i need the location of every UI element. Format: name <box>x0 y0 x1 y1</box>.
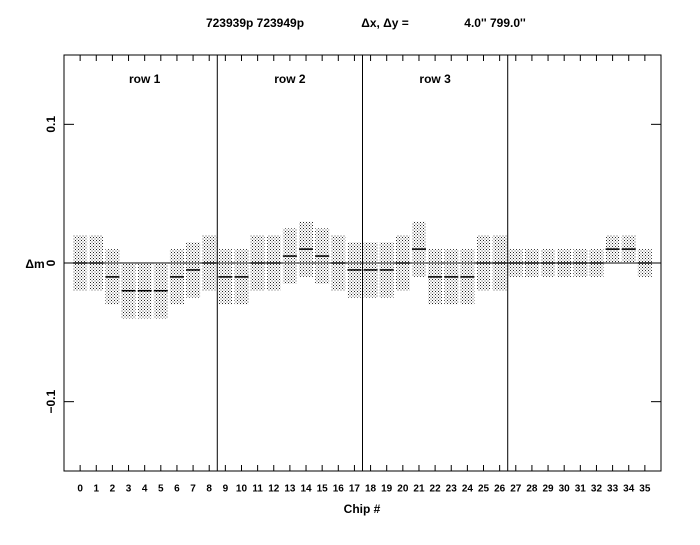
x-tick-label: 34 <box>623 484 635 495</box>
x-tick-label: 31 <box>575 484 587 495</box>
x-tick-label: 2 <box>110 484 116 495</box>
x-tick-label: 3 <box>126 484 132 495</box>
x-tick-label: 9 <box>223 484 229 495</box>
offset-label: Δx, Δy = <box>361 16 409 30</box>
x-tick-label: 30 <box>559 484 571 495</box>
x-tick-label: 32 <box>591 484 603 495</box>
x-tick-label: 6 <box>174 484 180 495</box>
x-tick-label: 25 <box>478 484 490 495</box>
frames: 723939p 723949p <box>206 16 304 30</box>
x-tick-label: 1 <box>93 484 99 495</box>
y-axis-label: Δm <box>25 257 44 271</box>
x-tick-label: 0 <box>77 484 83 495</box>
x-tick-label: 12 <box>268 484 280 495</box>
x-tick-label: 17 <box>349 484 361 495</box>
x-tick-label: 19 <box>381 484 393 495</box>
x-tick-label: 18 <box>365 484 377 495</box>
offset-values: 4.0'' 799.0'' <box>464 16 526 30</box>
x-tick-label: 14 <box>300 484 312 495</box>
x-tick-label: 15 <box>317 484 329 495</box>
x-tick-label: 5 <box>158 484 164 495</box>
row-label: row 3 <box>419 72 451 86</box>
x-tick-label: 16 <box>333 484 345 495</box>
x-tick-label: 24 <box>462 484 474 495</box>
x-tick-label: 26 <box>494 484 506 495</box>
x-axis-label: Chip # <box>344 502 381 516</box>
x-tick-label: 20 <box>397 484 409 495</box>
x-tick-label: 29 <box>542 484 554 495</box>
x-tick-label: 33 <box>607 484 619 495</box>
x-tick-label: 8 <box>206 484 212 495</box>
x-tick-label: 21 <box>413 484 425 495</box>
x-tick-label: 10 <box>236 484 248 495</box>
x-tick-label: 7 <box>190 484 196 495</box>
y-tick-label: 0.1 <box>44 116 58 133</box>
x-tick-label: 28 <box>526 484 538 495</box>
x-tick-label: 23 <box>446 484 458 495</box>
row-label: row 1 <box>129 72 161 86</box>
x-tick-label: 11 <box>252 484 263 495</box>
row-label: row 2 <box>274 72 306 86</box>
x-tick-label: 27 <box>510 484 522 495</box>
y-tick-label: −0.1 <box>44 390 58 414</box>
x-tick-label: 13 <box>284 484 296 495</box>
x-tick-label: 22 <box>430 484 442 495</box>
x-tick-label: 4 <box>142 484 148 495</box>
x-tick-label: 35 <box>639 484 651 495</box>
y-tick-label: 0 <box>44 259 58 266</box>
